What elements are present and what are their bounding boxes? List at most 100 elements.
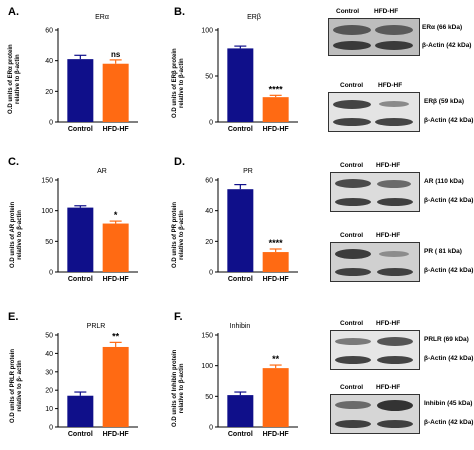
x-tick-label: Control	[228, 276, 253, 283]
x-tick-label: HFD-HF	[263, 126, 290, 133]
blot-strip	[330, 330, 420, 370]
blot-inhibin: Control HFD-HF Inhibin (45 kDa) β-Actin …	[330, 384, 474, 434]
significance-label: ****	[269, 84, 284, 94]
blot-header-hfd: HFD-HF	[374, 8, 399, 15]
blot-label: PR ( 81 kDa)	[424, 248, 462, 255]
bar-hfd-hf	[102, 223, 129, 272]
bar-chart: 0 10 20 30 40 50 Control HFD-HF **	[45, 331, 138, 438]
panel-label: B.	[174, 6, 185, 18]
blot-header-hfd: HFD-HF	[376, 320, 401, 327]
blot-header-control: Control	[340, 82, 364, 89]
y-tick-label: 60	[45, 28, 53, 35]
significance-label: ****	[269, 238, 284, 248]
bar-control	[67, 207, 94, 272]
y-tick-label: 40	[45, 58, 53, 65]
blot-header-control: Control	[340, 232, 364, 239]
blot-strip	[330, 394, 420, 434]
chart-title: ERα	[95, 14, 109, 21]
blot-header-control: Control	[340, 320, 364, 327]
y-tick-label: 150	[41, 178, 53, 185]
panel-d: D. PR O.D units of PR protein relative t…	[160, 150, 325, 295]
x-tick-label: HFD-HF	[103, 126, 130, 133]
blot-header-control: Control	[340, 384, 364, 391]
panel-label: C.	[8, 156, 19, 168]
bar-control	[227, 395, 254, 427]
blot-header-hfd: HFD-HF	[378, 82, 403, 89]
y-tick-label: 60	[205, 178, 213, 185]
y-tick-label: 50	[205, 74, 213, 81]
x-tick-label: Control	[228, 431, 253, 438]
bar-chart: 0 50 100 150 Control HFD-HF **	[201, 333, 298, 438]
y-tick-label: 50	[45, 239, 53, 246]
y-tick-label: 40	[45, 351, 53, 358]
y-tick-label: 0	[209, 120, 213, 127]
blot-ar: Control HFD-HF AR (110 kDa) β-Actin (42 …	[330, 162, 474, 212]
bar-chart: 0 20 40 60 Control HFD-HF ns	[45, 28, 138, 133]
blot-strip	[330, 242, 420, 282]
x-tick-label: HFD-HF	[103, 431, 130, 438]
bar-hfd-hf	[262, 97, 289, 122]
blot-label: Inhibin (45 kDa)	[424, 400, 473, 407]
panel-label: D.	[174, 156, 185, 168]
y-tick-label: 20	[45, 388, 53, 395]
chart-title: PR	[243, 168, 253, 175]
blot-header-control: Control	[336, 8, 360, 15]
panel-label: F.	[174, 311, 183, 323]
bar-control	[67, 395, 94, 427]
y-tick-label: 0	[49, 425, 53, 432]
y-tick-label: 0	[49, 270, 53, 277]
bar-control	[227, 189, 254, 272]
blot-label: β-Actin (42 kDa)	[424, 419, 474, 426]
bar-hfd-hf	[102, 63, 129, 122]
blot-label: PRLR (69 kDa)	[424, 336, 469, 343]
y-tick-label: 100	[201, 363, 213, 370]
panel-a: A. ERα O.D units of ERα protein relative…	[0, 0, 165, 145]
y-tick-label: 0	[209, 425, 213, 432]
panel-f: F. Inhibin O.D units of Inhibin protein …	[160, 305, 325, 450]
bar-control	[227, 48, 254, 122]
panel-c: C. AR O.D units of AR protein relative t…	[0, 150, 165, 295]
x-tick-label: Control	[68, 276, 93, 283]
x-tick-label: HFD-HF	[103, 276, 130, 283]
blot-label: ERβ (59 kDa)	[424, 98, 465, 105]
bar-hfd-hf	[262, 368, 289, 427]
blot-strip	[330, 172, 420, 212]
x-tick-label: HFD-HF	[263, 431, 290, 438]
blot-label: β-Actin (42 kDa)	[424, 197, 474, 204]
panel-label: E.	[8, 311, 19, 323]
y-tick-label: 20	[45, 89, 53, 96]
chart-title: AR	[97, 168, 107, 175]
blot-header-hfd: HFD-HF	[376, 232, 401, 239]
y-tick-label: 50	[45, 333, 53, 340]
blot-prlr: Control HFD-HF PRLR (69 kDa) β-Actin (42…	[330, 320, 474, 370]
blot-strip	[328, 92, 420, 132]
y-tick-label: 40	[205, 208, 213, 215]
y-tick-label: 0	[49, 120, 53, 127]
y-tick-label: 100	[201, 28, 213, 35]
blot-erb: Control HFD-HF ERβ (59 kDa) β-Actin (42 …	[328, 82, 474, 132]
y-tick-label: 150	[201, 333, 213, 340]
bar-hfd-hf	[102, 346, 129, 427]
blot-header-control: Control	[340, 162, 364, 169]
y-tick-label: 30	[45, 369, 53, 376]
y-tick-label: 20	[205, 239, 213, 246]
y-tick-label: 0	[209, 270, 213, 277]
panel-b: B. ERβ O.D units of ERβ protein relative…	[160, 0, 325, 145]
blot-header-hfd: HFD-HF	[376, 162, 401, 169]
significance-label: **	[272, 354, 280, 364]
x-tick-label: Control	[68, 431, 93, 438]
x-tick-label: Control	[68, 126, 93, 133]
chart-title: Inhibin	[229, 323, 251, 330]
y-tick-label: 50	[205, 394, 213, 401]
bar-chart: 0 50 100 Control HFD-HF ****	[201, 28, 298, 133]
x-tick-label: HFD-HF	[263, 276, 290, 283]
bar-control	[67, 59, 94, 122]
chart-title: ERβ	[247, 14, 261, 21]
bar-chart: 0 20 40 60 Control HFD-HF ****	[205, 178, 298, 283]
blot-label: AR (110 kDa)	[424, 178, 464, 185]
blot-label: ERα (66 kDa)	[422, 24, 463, 31]
blot-pr: Control HFD-HF PR ( 81 kDa) β-Actin (42 …	[330, 232, 474, 282]
bar-hfd-hf	[262, 252, 289, 272]
blot-header-hfd: HFD-HF	[376, 384, 401, 391]
significance-label: ns	[111, 50, 121, 59]
